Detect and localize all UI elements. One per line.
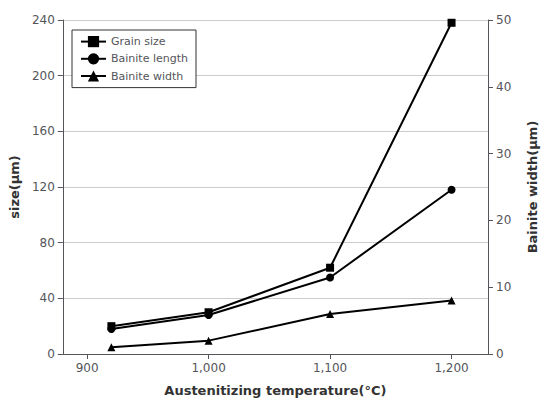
svg-text:120: 120 xyxy=(32,180,55,194)
svg-text:Bainite width(μm): Bainite width(μm) xyxy=(525,121,540,254)
svg-text:Bainite length: Bainite length xyxy=(111,52,188,65)
svg-text:size(μm): size(μm) xyxy=(7,155,22,219)
svg-text:10: 10 xyxy=(496,280,511,294)
svg-text:Austenitizing temperature(°C): Austenitizing temperature(°C) xyxy=(164,383,386,398)
svg-text:50: 50 xyxy=(496,13,511,27)
svg-text:20: 20 xyxy=(496,213,511,227)
svg-text:1,200: 1,200 xyxy=(434,361,468,375)
svg-text:0: 0 xyxy=(496,347,504,361)
svg-text:30: 30 xyxy=(496,147,511,161)
svg-text:160: 160 xyxy=(32,124,55,138)
svg-text:240: 240 xyxy=(32,13,55,27)
svg-text:1,000: 1,000 xyxy=(191,361,225,375)
svg-text:Bainite width: Bainite width xyxy=(111,70,183,83)
svg-text:200: 200 xyxy=(32,69,55,83)
svg-text:1,100: 1,100 xyxy=(313,361,347,375)
svg-text:900: 900 xyxy=(76,361,99,375)
svg-text:80: 80 xyxy=(40,236,55,250)
svg-text:Grain size: Grain size xyxy=(111,35,166,48)
svg-text:40: 40 xyxy=(496,80,511,94)
svg-text:0: 0 xyxy=(47,347,55,361)
svg-text:40: 40 xyxy=(40,291,55,305)
